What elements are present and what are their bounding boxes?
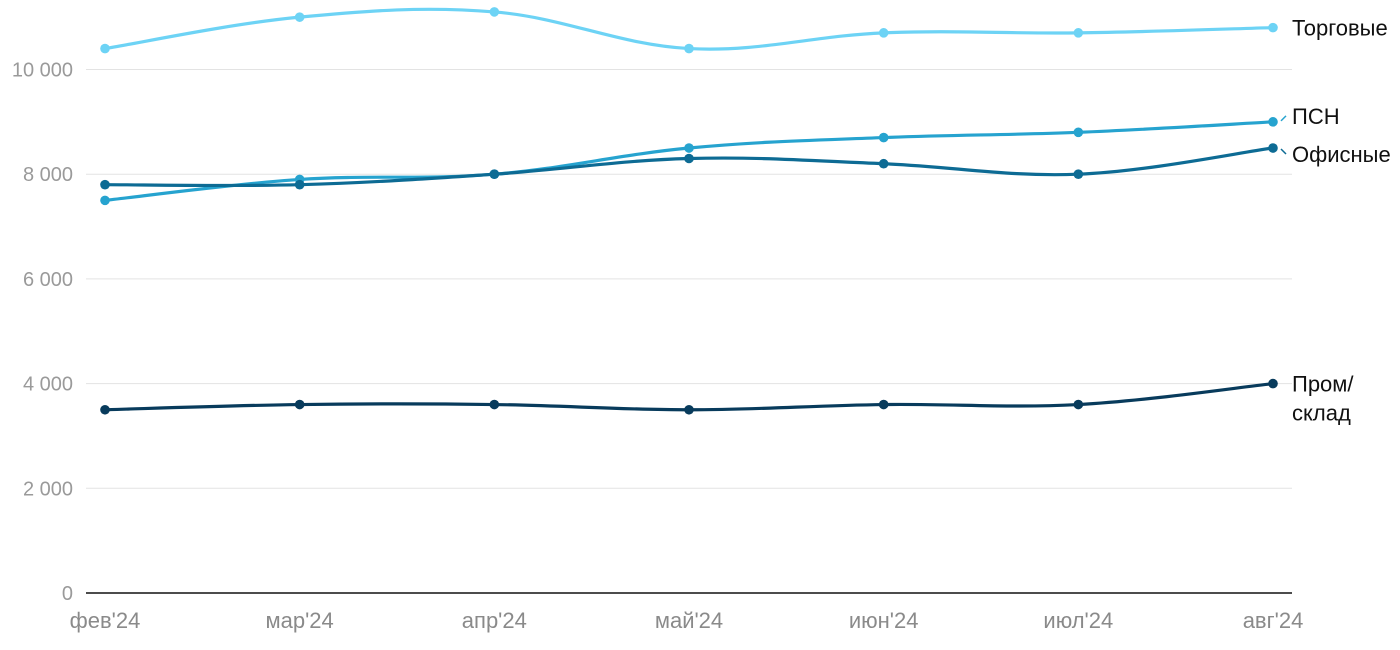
series-label-line: склад [1292, 401, 1351, 426]
data-point [878, 158, 889, 169]
data-point [100, 179, 110, 190]
series-labels: Торговые ПСН Офисные Пром/склад [1280, 16, 1391, 426]
x-tick-label: апр'24 [462, 608, 527, 633]
data-point [1073, 127, 1084, 138]
label-connector [1280, 148, 1287, 155]
data-point [294, 179, 305, 190]
series-label-line: ПСН [1292, 104, 1340, 129]
data-point [1073, 399, 1084, 410]
series-label: Пром/склад [1292, 372, 1354, 426]
data-point [1073, 28, 1084, 38]
x-axis: фев'24 мар'24 апр'24 май'24 июн'24 июл'24 авг'… [70, 608, 1304, 633]
series-1 [100, 7, 1278, 54]
data-point [684, 404, 694, 415]
x-tick-label: авг'24 [1243, 608, 1304, 633]
data-point [878, 28, 889, 38]
data-point [1073, 169, 1084, 179]
series-label: Офисные [1292, 142, 1391, 167]
data-point [100, 404, 110, 415]
y-tick-label: 10 000 [12, 60, 73, 82]
data-point [1268, 378, 1278, 389]
data-point [100, 43, 110, 54]
x-tick-label: июн'24 [849, 608, 919, 633]
data-point [1268, 22, 1278, 33]
y-tick-label: 8 000 [23, 164, 73, 186]
y-tick-label: 0 [62, 583, 73, 605]
data-point [1268, 117, 1278, 127]
series-label: Торговые [1292, 16, 1388, 41]
label-connector [1280, 115, 1287, 122]
data-point [1268, 143, 1278, 153]
series-label-line: Торговые [1292, 16, 1388, 41]
data-point [489, 7, 500, 17]
x-tick-label: июл'24 [1043, 608, 1113, 633]
y-tick-label: 2 000 [23, 478, 73, 500]
series-label-line: Офисные [1292, 142, 1391, 167]
data-point [489, 399, 500, 410]
data-point [684, 143, 694, 153]
data-point [294, 399, 305, 410]
x-tick-label: май'24 [655, 608, 723, 633]
data-point [878, 132, 889, 143]
y-tick-label: 4 000 [23, 374, 73, 396]
series-4 [100, 378, 1278, 415]
x-tick-label: фев'24 [70, 608, 141, 633]
series-label: ПСН [1292, 104, 1340, 129]
series-label-line: Пром/ [1292, 372, 1354, 397]
y-tick-label: 6 000 [23, 269, 73, 291]
series-line [103, 7, 1275, 51]
series-3 [100, 143, 1278, 190]
data-point [684, 153, 694, 164]
x-tick-label: мар'24 [266, 608, 334, 633]
data-point [489, 169, 500, 179]
data-point [294, 12, 305, 22]
data-point [878, 399, 889, 410]
data-point [684, 43, 694, 54]
data-point [100, 195, 110, 206]
series-group [100, 7, 1278, 415]
y-axis: 0 2 000 4 000 6 000 8 000 10 000 [12, 60, 73, 606]
